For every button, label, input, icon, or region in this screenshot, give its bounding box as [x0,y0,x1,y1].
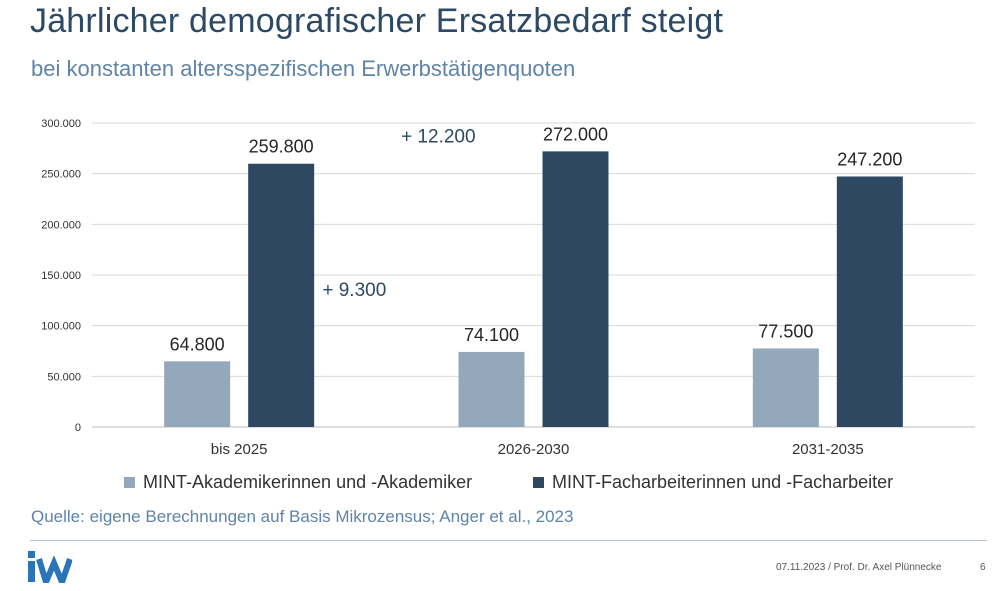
page-subtitle: bei konstanten altersspezifischen Erwerb… [31,56,576,81]
x-tick-label: bis 2025 [211,441,268,458]
y-tick-label: 50.000 [47,371,81,383]
y-tick-label: 0 [75,422,81,434]
footer-date-author: 07.11.2023 / Prof. Dr. Axel Plünnecke [776,562,942,573]
source-note: Quelle: eigene Berechnungen auf Basis Mi… [31,507,574,526]
legend-swatch-facharbeiter [533,477,544,488]
page-title: Jährlicher demografischer Ersatzbedarf s… [30,2,724,40]
legend-label-facharbeiter: MINT-Facharbeiterinnen und -Facharbeiter [552,472,894,492]
y-tick-label: 300.000 [41,118,81,130]
bar [164,361,231,427]
bar [542,151,609,427]
bar-chart: 0 50.000 100.000 150.000 200.000 250.000 300.0… [41,118,975,458]
legend-item-akademiker: MINT-Akademikerinnen und -Akademiker [124,472,472,493]
legend-label-akademiker: MINT-Akademikerinnen und -Akademiker [143,472,473,492]
bar [458,351,525,427]
data-label: 272.000 [543,124,608,144]
data-label: 74.100 [464,325,519,345]
x-tick-label: 2026-2030 [498,441,570,458]
footer-divider [30,540,987,541]
iw-logo [28,551,72,583]
legend-swatch-akademiker [124,477,135,488]
data-label: 77.500 [758,321,813,341]
x-tick-label: 2031-2035 [792,441,864,458]
y-tick-label: 200.000 [41,219,81,231]
y-tick-label: 100.000 [41,321,81,333]
legend-item-facharbeiter: MINT-Facharbeiterinnen und -Facharbeiter [533,472,893,493]
y-tick-label: 150.000 [41,270,81,282]
y-tick-label: 250.000 [41,169,81,181]
data-label: 259.800 [249,137,314,157]
data-label: 247.200 [837,150,902,170]
difference-annotation: + 9.300 [322,280,386,301]
bar [248,163,315,427]
difference-annotation: + 12.200 [401,126,476,147]
bar [836,176,903,427]
bar [752,348,819,427]
data-label: 64.800 [170,334,225,354]
page-number: 6 [980,562,986,573]
